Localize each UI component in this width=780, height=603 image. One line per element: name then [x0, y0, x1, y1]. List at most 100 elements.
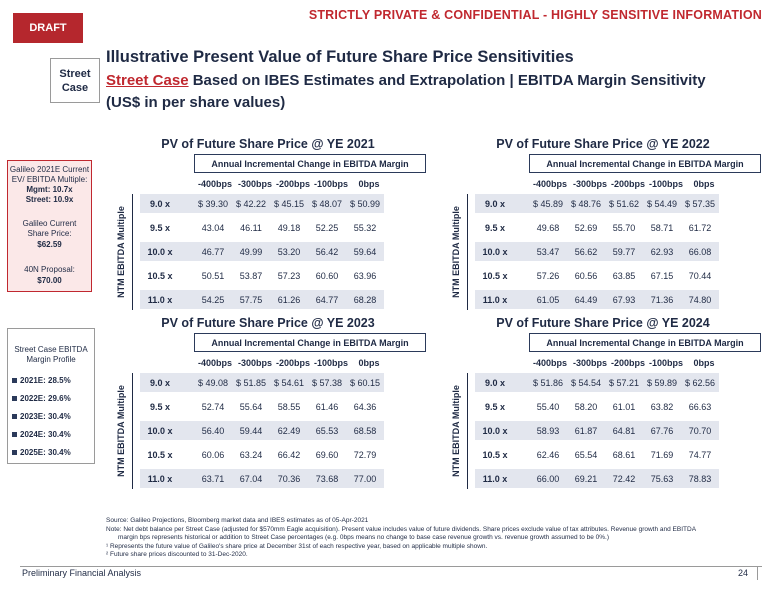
table-cell: 52.25 [315, 222, 339, 233]
table-cell: 56.40 [201, 425, 225, 436]
sensitivity-panel: PV of Future Share Price @ YE 2024 Annual… [443, 316, 773, 491]
profile-title-1: Street Case EBITDA [14, 345, 88, 354]
footer-rule [20, 566, 762, 567]
table-cell: 57.75 [239, 294, 263, 305]
table-cell: 60.06 [201, 449, 225, 460]
table-cell: 49.99 [239, 246, 263, 257]
column-header: -100bps [313, 358, 348, 368]
table-cell: 58.93 [536, 425, 560, 436]
table-cell: $ 57.35 [684, 198, 716, 209]
row-label: 9.5 x [149, 401, 171, 412]
table-cell: $ 50.99 [349, 198, 381, 209]
table-cell: 61.72 [688, 222, 712, 233]
profile-item: 2023E: 30.4% [8, 407, 94, 425]
table-cell: 66.63 [688, 401, 712, 412]
y-axis-label: NTM EBITDA Multiple [114, 373, 128, 489]
table-cell: $ 51.62 [608, 198, 640, 209]
row-label: 11.0 x [482, 294, 508, 305]
table-cell: 43.04 [201, 222, 225, 233]
table-cell: 74.77 [688, 449, 712, 460]
table-cell: 52.74 [201, 401, 225, 412]
table-cell: 66.00 [536, 473, 560, 484]
table-cell: 61.46 [315, 401, 339, 412]
column-header: 0bps [358, 358, 380, 368]
table-row: 10.5 x 62.46 65.54 68.61 71.69 74.77 [475, 445, 719, 464]
table-cell: 52.69 [574, 222, 598, 233]
sidebar-proposal: $70.00 [37, 276, 62, 285]
panel-title: PV of Future Share Price @ YE 2022 [496, 137, 710, 151]
table-cell: 46.77 [201, 246, 225, 257]
row-label: 9.0 x [149, 198, 171, 209]
profile-item-text: 2024E: 30.4% [20, 429, 71, 439]
table-cell: $ 39.30 [197, 198, 229, 209]
table-cell: 46.11 [240, 222, 262, 233]
panel-title: PV of Future Share Price @ YE 2024 [496, 316, 710, 330]
y-axis-label-text: NTM EBITDA Multiple [451, 385, 462, 477]
table-cell: 58.20 [574, 401, 598, 412]
profile-item: 2025E: 30.4% [8, 443, 94, 461]
note-line: ¹ Represents the future value of Galileo… [106, 542, 488, 550]
column-header: -200bps [275, 358, 310, 368]
row-label: 11.0 x [147, 473, 173, 484]
y-axis-divider [132, 194, 133, 310]
panel-title: PV of Future Share Price @ YE 2023 [161, 316, 375, 330]
row-label: 10.0 x [147, 246, 173, 257]
table-cell: 62.46 [536, 449, 560, 460]
column-header: -400bps [532, 358, 567, 368]
y-axis-label-text: NTM EBITDA Multiple [116, 206, 127, 298]
column-header: -200bps [610, 358, 645, 368]
sidebar-line: Galileo 2021E Current [9, 165, 90, 174]
row-label: 9.5 x [484, 401, 506, 412]
margin-header-box: Annual Incremental Change in EBITDA Marg… [529, 333, 761, 352]
sidebar-mgmt-multiple: Mgmt: 10.7x [26, 185, 73, 194]
table-cell: 50.51 [201, 270, 225, 281]
profile-item-text: 2025E: 30.4% [20, 447, 71, 457]
draft-badge: DRAFT [13, 13, 83, 43]
note-line: ² Future share prices discounted to 31-D… [106, 551, 248, 558]
table-cell: 49.18 [277, 222, 301, 233]
table-row: 9.0 x $ 49.08 $ 51.85 $ 54.61 $ 57.38 $ 60.15 [140, 373, 384, 392]
bullet-icon [12, 413, 17, 419]
column-header: -200bps [275, 179, 310, 189]
table-cell: 72.42 [612, 473, 636, 484]
table-cell: 70.36 [277, 473, 301, 484]
table-cell: 69.60 [315, 449, 339, 460]
table-cell: 65.54 [574, 449, 598, 460]
column-header: -300bps [572, 179, 607, 189]
table-cell: 68.61 [612, 449, 636, 460]
table-row: 10.0 x 46.77 49.99 53.20 56.42 59.64 [140, 242, 384, 261]
note-line: Note: Net debt balance per Street Case (… [106, 525, 697, 533]
table-cell: 68.28 [353, 294, 377, 305]
table-cell: 55.32 [353, 222, 377, 233]
y-axis-label-text: NTM EBITDA Multiple [451, 206, 462, 298]
table-row: 9.0 x $ 39.30 $ 42.22 $ 45.15 $ 48.07 $ 50.99 [140, 194, 384, 213]
street-case-badge: Street Case [50, 58, 100, 103]
table-cell: 56.62 [574, 246, 598, 257]
subtitle-rest: Based on IBES Estimates and Extrapolatio… [188, 72, 706, 89]
column-header: -400bps [197, 179, 232, 189]
profile-title-2: Margin Profile [26, 355, 76, 364]
profile-item-text: 2021E: 28.5% [20, 375, 71, 385]
table-row: 10.5 x 57.26 60.56 63.85 67.15 70.44 [475, 266, 719, 285]
sensitivity-panel: PV of Future Share Price @ YE 2023 Annual… [108, 316, 438, 491]
column-header: -400bps [197, 358, 232, 368]
table-row: 9.0 x $ 45.89 $ 48.76 $ 51.62 $ 54.49 $ 57.35 [475, 194, 719, 213]
page-title: Illustrative Present Value of Future Sha… [106, 48, 574, 66]
table-row: 11.0 x 61.05 64.49 67.93 71.36 74.80 [475, 290, 719, 309]
bullet-icon [12, 395, 17, 401]
row-label: 9.0 x [484, 377, 506, 388]
table-cell: $ 59.89 [646, 377, 678, 388]
table-cell: $ 42.22 [235, 198, 267, 209]
table-row: 9.5 x 52.74 55.64 58.55 61.46 64.36 [140, 397, 384, 416]
sidebar-share-price: $62.59 [37, 240, 62, 249]
table-row: 10.5 x 50.51 53.87 57.23 60.60 63.96 [140, 266, 384, 285]
table-cell: 54.25 [201, 294, 225, 305]
profile-item-text: 2023E: 30.4% [20, 411, 71, 421]
bullet-icon [12, 449, 17, 455]
sidebar-line: EV/ EBITDA Multiple: [11, 175, 88, 184]
table-cell: 72.79 [353, 449, 377, 460]
table-row: 11.0 x 63.71 67.04 70.36 73.68 77.00 [140, 469, 384, 488]
table-cell: 68.58 [353, 425, 377, 436]
sidebar-line: 40N Proposal: [24, 265, 75, 274]
column-header: 0bps [693, 358, 715, 368]
